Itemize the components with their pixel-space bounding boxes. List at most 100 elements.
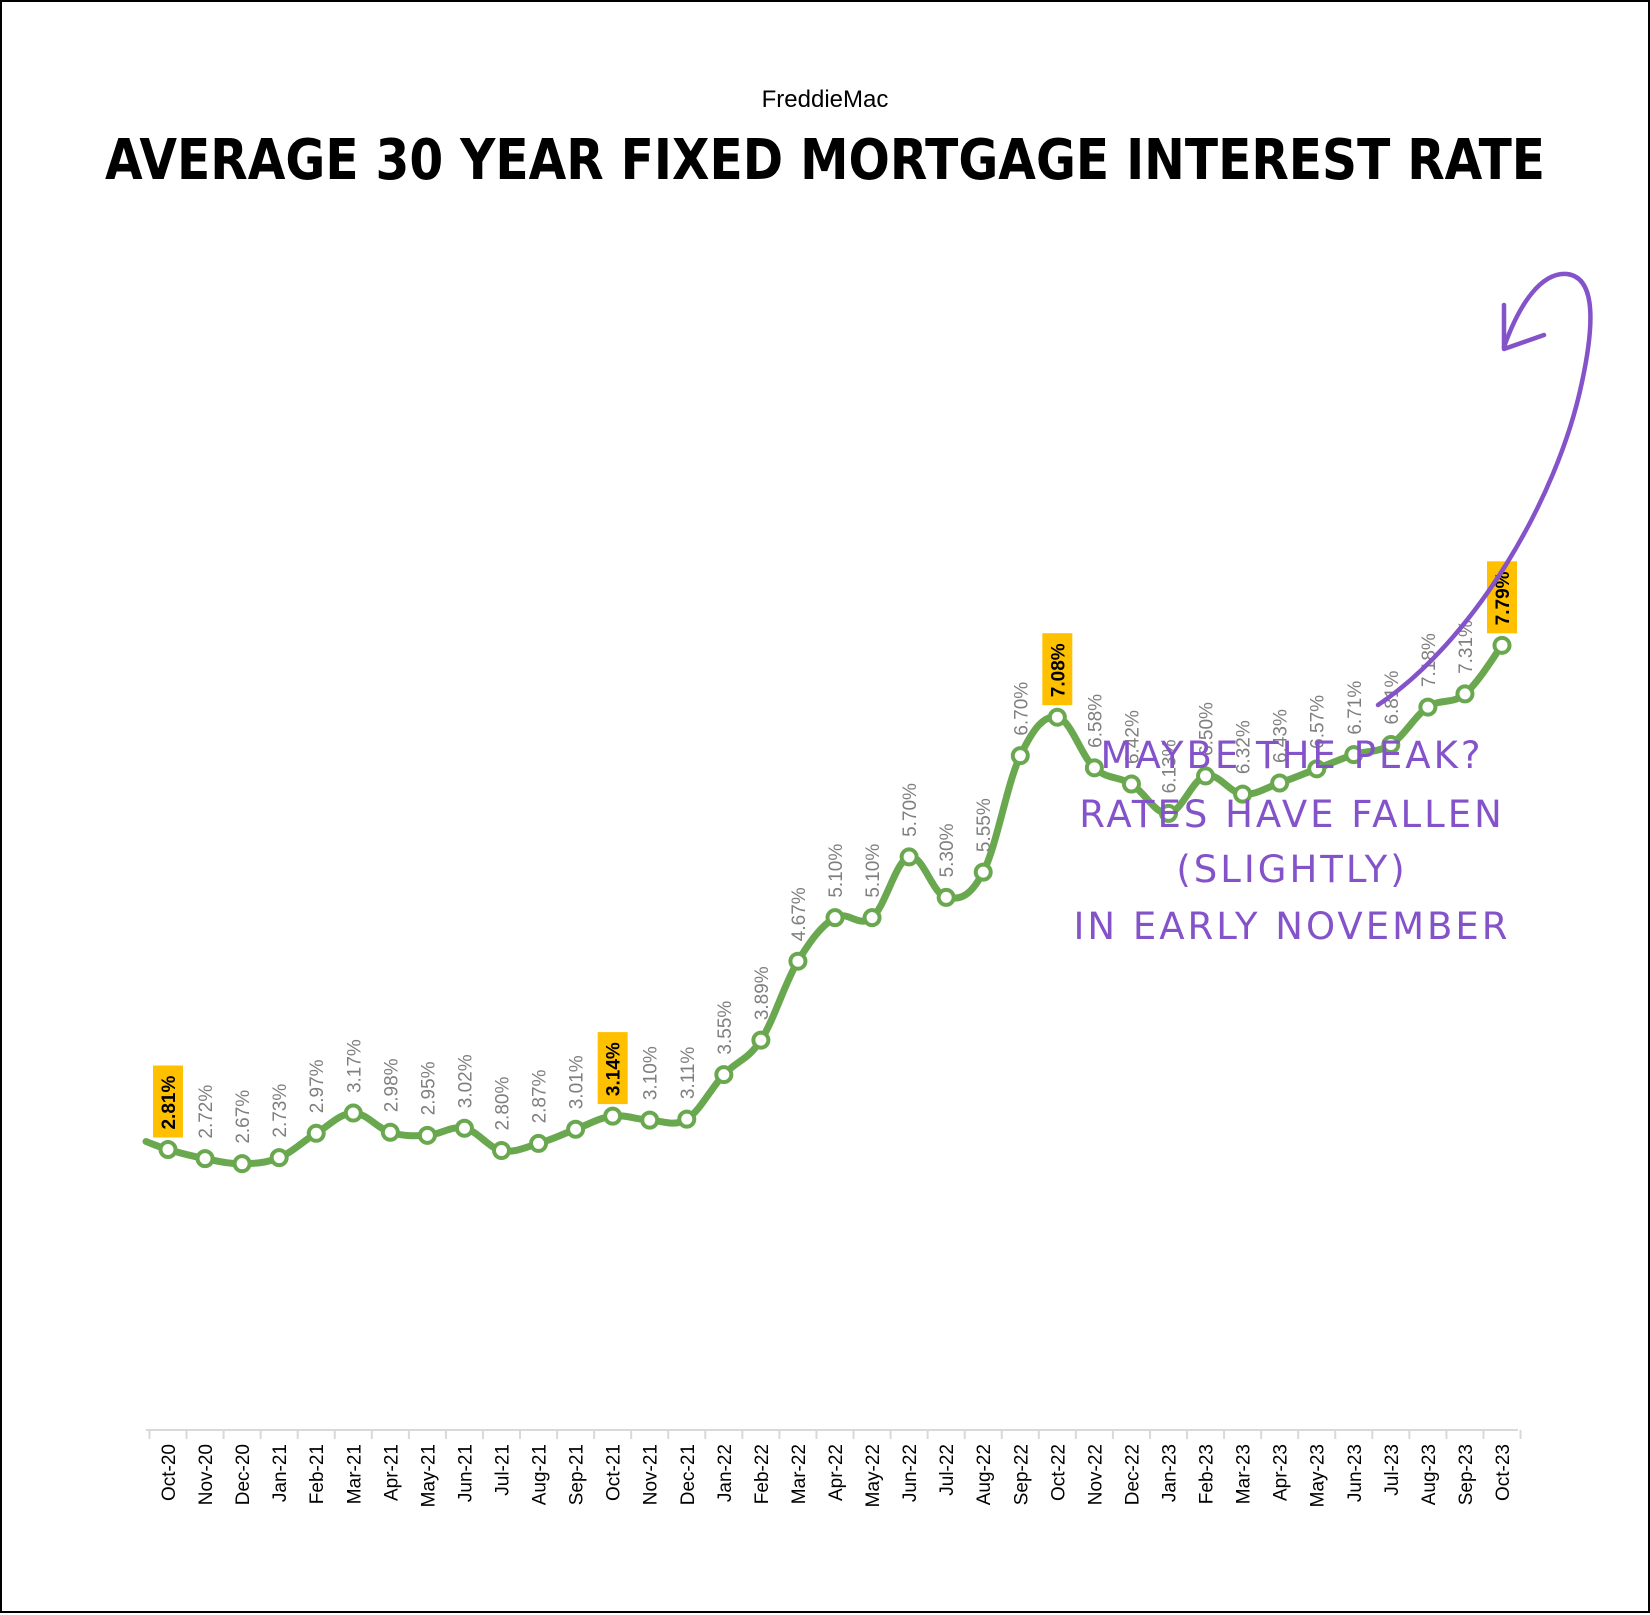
- x-tick-label: May-22: [863, 1444, 884, 1507]
- x-tick-label: May-21: [418, 1444, 439, 1507]
- x-tick-label: Jan-22: [715, 1444, 736, 1502]
- x-tick-label: Aug-23: [1419, 1444, 1440, 1505]
- data-point: [1010, 746, 1030, 766]
- data-point: [1381, 735, 1401, 755]
- x-tick-label: Feb-22: [752, 1444, 773, 1504]
- data-point: [751, 1030, 771, 1050]
- data-label: 5.70%: [900, 783, 921, 837]
- data-label: 6.42%: [1122, 710, 1143, 764]
- x-tick-label: Jul-22: [937, 1444, 958, 1496]
- annotation-line-4: IN EARLY NOVEMBER: [1073, 905, 1510, 948]
- data-label: 6.58%: [1085, 694, 1106, 748]
- data-point: [936, 887, 956, 907]
- data-point: [825, 908, 845, 928]
- annotation: MAYBE THE PEAK? RATES HAVE FALLEN (SLIGH…: [1073, 271, 1593, 948]
- data-label: 2.87%: [530, 1069, 551, 1123]
- x-tick-label: Jun-21: [455, 1444, 476, 1502]
- data-label: 6.57%: [1308, 695, 1329, 749]
- x-tick-label: Dec-21: [678, 1444, 699, 1505]
- x-tick-label: Aug-21: [530, 1444, 551, 1505]
- data-point: [1233, 784, 1253, 804]
- data-label: 7.31%: [1456, 620, 1477, 674]
- highlight-box: [1042, 633, 1073, 706]
- data-label-highlighted: 7.08%: [1048, 643, 1069, 697]
- x-tick-label: Mar-21: [344, 1444, 365, 1504]
- data-point: [1307, 759, 1327, 779]
- annotation-arrow: [1375, 271, 1593, 708]
- data-label: 4.67%: [789, 887, 810, 941]
- x-tick-label: Aug-22: [974, 1444, 995, 1505]
- data-point: [640, 1110, 660, 1130]
- data-label: 6.50%: [1197, 702, 1218, 756]
- data-point: [566, 1119, 586, 1139]
- data-point: [1084, 758, 1104, 778]
- data-point: [492, 1141, 511, 1161]
- data-label: 6.71%: [1345, 681, 1366, 735]
- data-point: [380, 1122, 400, 1142]
- x-tick-label: Jul-23: [1382, 1444, 1403, 1496]
- data-point: [454, 1118, 474, 1138]
- x-tick-label: Jul-21: [493, 1444, 514, 1496]
- data-point: [603, 1106, 623, 1126]
- x-tick-label: Nov-20: [196, 1444, 217, 1505]
- data-label: 2.73%: [270, 1084, 291, 1138]
- data-point: [899, 847, 919, 867]
- x-tick-label: Oct-20: [159, 1444, 180, 1501]
- x-tick-label: Jun-23: [1345, 1444, 1366, 1502]
- annotation-line-3: (SLIGHTLY): [1176, 848, 1407, 891]
- data-label: 5.10%: [863, 844, 884, 898]
- data-label: 2.95%: [418, 1061, 439, 1115]
- x-tick-label: Nov-22: [1085, 1444, 1106, 1505]
- data-label: 6.70%: [1011, 682, 1032, 736]
- data-point: [788, 951, 808, 971]
- chart-subtitle: FreddieMac: [762, 86, 889, 113]
- x-tick-label: Mar-23: [1234, 1444, 1255, 1504]
- x-tick-label: Jan-21: [270, 1444, 291, 1502]
- data-point: [158, 1140, 178, 1160]
- data-label-highlighted: 2.81%: [159, 1076, 180, 1130]
- x-tick-label: Oct-23: [1493, 1444, 1514, 1501]
- data-label: 2.97%: [307, 1059, 328, 1113]
- data-label-highlighted: 3.14%: [604, 1042, 625, 1096]
- data-point: [677, 1109, 697, 1129]
- data-point: [232, 1154, 252, 1174]
- data-label: 3.17%: [344, 1039, 365, 1093]
- x-tick-label: Nov-21: [641, 1444, 662, 1505]
- x-tick-label: Oct-21: [604, 1444, 625, 1501]
- x-tick-label: May-23: [1308, 1444, 1329, 1507]
- x-tick-label: Dec-20: [233, 1444, 254, 1505]
- data-point: [973, 862, 993, 882]
- data-label: 6.13%: [1160, 739, 1181, 793]
- data-point: [1047, 707, 1067, 727]
- data-label: 2.80%: [493, 1077, 514, 1131]
- data-point: [1270, 773, 1290, 793]
- data-label: 5.55%: [974, 798, 995, 852]
- data-label: 6.32%: [1234, 720, 1255, 774]
- highlight-box: [153, 1065, 183, 1138]
- data-label: 2.72%: [196, 1085, 217, 1139]
- data-label: 2.67%: [233, 1090, 254, 1144]
- data-point: [269, 1148, 289, 1168]
- data-point: [714, 1065, 734, 1085]
- data-point: [1492, 635, 1512, 655]
- x-tick-label: Mar-22: [789, 1444, 810, 1504]
- data-label: 3.10%: [641, 1046, 662, 1100]
- annotation-arrowhead: [1501, 302, 1547, 352]
- x-tick-label: Jan-23: [1160, 1444, 1181, 1502]
- data-point: [195, 1149, 215, 1169]
- data-points: [158, 635, 1512, 1174]
- data-point: [862, 908, 882, 928]
- x-tick-label: Sep-22: [1011, 1444, 1032, 1505]
- x-tick-label: Feb-23: [1197, 1444, 1218, 1504]
- x-tick-label: Oct-22: [1048, 1444, 1069, 1501]
- data-label: 5.30%: [937, 823, 958, 877]
- x-tick-label: Apr-21: [381, 1444, 402, 1501]
- x-tick-label: Sep-23: [1456, 1444, 1477, 1505]
- annotation-line-2: RATES HAVE FALLEN: [1079, 793, 1505, 836]
- data-label: 3.55%: [715, 1001, 736, 1055]
- x-tick-label: Sep-21: [567, 1444, 588, 1505]
- x-tick-label: Apr-23: [1271, 1444, 1292, 1501]
- data-point: [1159, 803, 1178, 823]
